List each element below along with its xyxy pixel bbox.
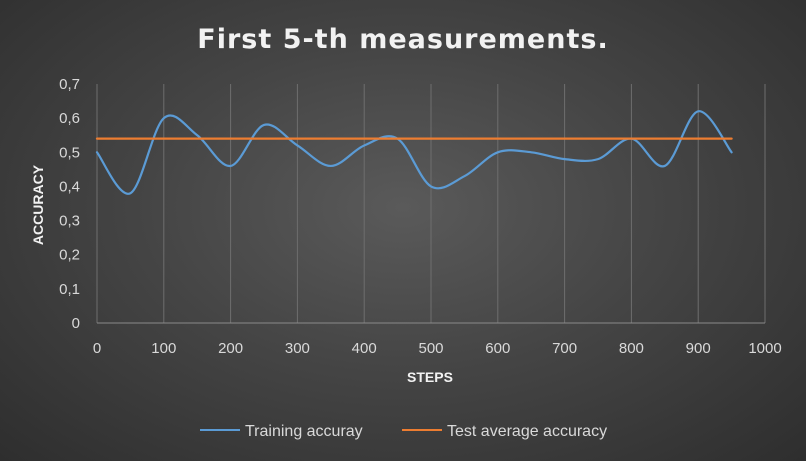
x-tick-label: 500 — [418, 340, 443, 357]
y-tick-label: 0,7 — [59, 76, 80, 93]
x-tick-label: 100 — [151, 340, 176, 357]
legend-label-1: Test average accuracy — [447, 423, 607, 440]
x-tick-label: 900 — [686, 340, 711, 357]
x-tick-label: 600 — [485, 340, 510, 357]
x-axis-label: STEPS — [407, 369, 453, 385]
x-tick-label: 300 — [285, 340, 310, 357]
legend: Training accuray Test average accuracy — [200, 423, 607, 440]
x-tick-label: 200 — [218, 340, 243, 357]
x-tick-label: 800 — [619, 340, 644, 357]
x-tick-label: 400 — [352, 340, 377, 357]
y-tick-label: 0,3 — [59, 213, 80, 230]
series-lines — [95, 110, 733, 195]
chart-title: First 5-th measurements. — [197, 24, 608, 55]
gridlines — [96, 84, 766, 324]
series-line-0 — [95, 110, 733, 195]
y-tick-label: 0,1 — [59, 281, 80, 298]
y-axis-label: ACCURACY — [30, 164, 46, 245]
y-tick-label: 0,2 — [59, 247, 80, 264]
y-tick-label: 0,6 — [59, 110, 80, 127]
x-tick-label: 1000 — [748, 340, 781, 357]
y-tick-label: 0 — [72, 315, 80, 332]
y-tick-label: 0,5 — [59, 144, 80, 161]
x-axis-ticks: 0 100 200 300 400 500 600 700 800 900 1000 — [93, 340, 782, 357]
y-tick-label: 0,4 — [59, 178, 80, 195]
x-tick-label: 700 — [552, 340, 577, 357]
legend-label-0: Training accuray — [245, 423, 363, 440]
y-axis-ticks: 0 0,1 0,2 0,3 0,4 0,5 0,6 0,7 — [59, 76, 80, 332]
x-tick-label: 0 — [93, 340, 101, 357]
